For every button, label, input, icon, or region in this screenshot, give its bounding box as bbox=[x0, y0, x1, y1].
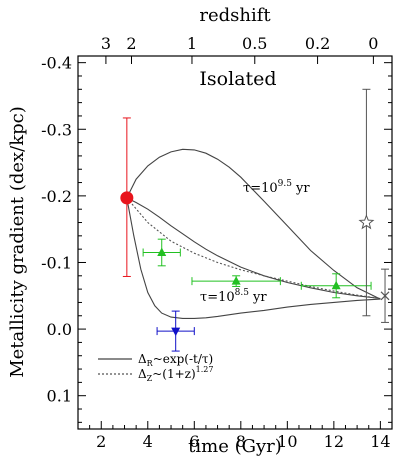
x-tick-label: 12 bbox=[324, 432, 344, 451]
model-curve-2 bbox=[126, 197, 381, 300]
y-tick-label: 0.0 bbox=[47, 320, 72, 339]
tau-low-label: τ=108.5 yr bbox=[200, 288, 267, 305]
y-tick-label: 0.1 bbox=[47, 387, 72, 406]
y-axis-label: Metallicity gradient (dex/kpc) bbox=[7, 106, 28, 378]
y-tick-label: -0.3 bbox=[41, 120, 72, 139]
x-tick-label: 6 bbox=[189, 432, 199, 451]
data-point-circle bbox=[120, 117, 134, 277]
data-point-star bbox=[358, 88, 375, 317]
data-point-triangle-down bbox=[156, 310, 195, 352]
plot-frame bbox=[77, 55, 393, 430]
cross-marker-stroke bbox=[380, 291, 390, 301]
model-curves bbox=[126, 148, 381, 319]
legend: ΔR~exp(-t/τ) ΔZ~(1+z)1.27 bbox=[98, 352, 213, 383]
redshift-tick-label: 2 bbox=[126, 34, 136, 53]
redshift-tick-label: 0.2 bbox=[305, 34, 330, 53]
y-tick-label: -0.1 bbox=[41, 253, 72, 272]
redshift-tick-label: 3 bbox=[101, 34, 111, 53]
redshift-tick-label: 1 bbox=[187, 34, 197, 53]
top-axis-label: redshift bbox=[199, 5, 271, 26]
redshift-tick-label: 0 bbox=[368, 34, 378, 53]
data-point-triangle-up bbox=[300, 273, 372, 299]
model-curve-1 bbox=[126, 148, 381, 300]
triangle-up-marker bbox=[231, 276, 241, 285]
triangle-up-marker bbox=[157, 247, 167, 256]
y-tick-label: -0.2 bbox=[41, 187, 72, 206]
axes-group: 2 4 6 8 10 12 14-0.4-0.3-0.2-0.10.00.13 2 1 0.5 0.… bbox=[41, 34, 393, 451]
x-tick-label: 2 bbox=[96, 432, 106, 451]
data-points bbox=[120, 88, 390, 352]
x-tick-label: 8 bbox=[236, 432, 246, 451]
data-point-triangle-up bbox=[191, 275, 281, 287]
star-marker bbox=[358, 214, 375, 230]
triangle-up-marker bbox=[331, 280, 341, 290]
model-curve-3 bbox=[126, 197, 381, 300]
x-tick-label: 10 bbox=[277, 432, 297, 451]
x-axis-label: time (Gyr) bbox=[188, 436, 282, 457]
tau-high-label: τ=109.5 yr bbox=[243, 179, 310, 196]
data-point-triangle-up bbox=[142, 238, 181, 267]
x-tick-label: 4 bbox=[143, 432, 153, 451]
y-tick-label: -0.4 bbox=[41, 54, 72, 73]
panel-label: Isolated bbox=[199, 68, 276, 90]
model-curve-4 bbox=[126, 197, 381, 319]
legend-solid-label: ΔR~exp(-t/τ) bbox=[138, 352, 213, 368]
legend-dotted-label: ΔZ~(1+z)1.27 bbox=[138, 365, 213, 383]
circle-marker bbox=[120, 191, 134, 205]
data-point-cross bbox=[380, 268, 390, 323]
triangle-down-marker bbox=[171, 327, 181, 337]
x-tick-label: 14 bbox=[370, 432, 390, 451]
redshift-tick-label: 0.5 bbox=[242, 34, 267, 53]
